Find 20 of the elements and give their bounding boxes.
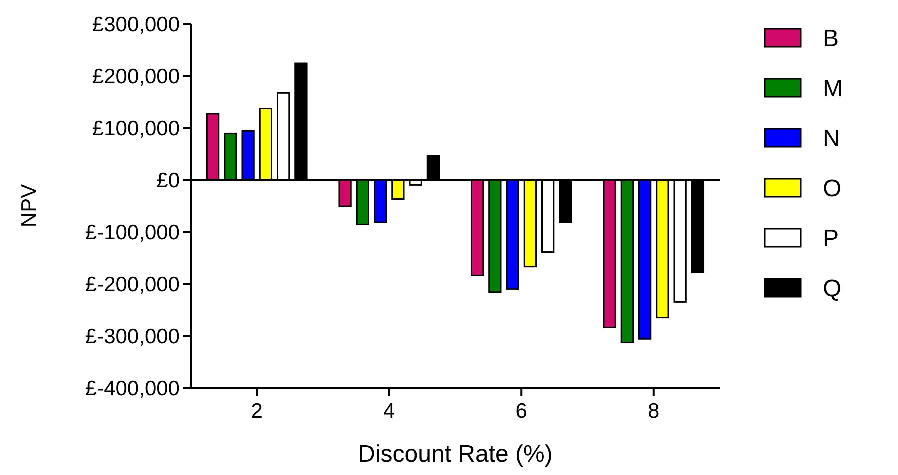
y-tick-label: £-300,000: [85, 325, 180, 348]
y-tick-label: £0: [156, 169, 180, 192]
x-axis-title: Discount Rate (%): [358, 441, 553, 468]
y-tick-label: £300,000: [92, 13, 180, 36]
x-tick-label: 6: [516, 400, 528, 423]
y-axis-title: NPV: [18, 184, 41, 228]
y-tick-label: £-100,000: [85, 221, 180, 244]
legend-label: P: [823, 225, 840, 252]
x-tick-label: 4: [384, 400, 396, 423]
legend-label: O: [823, 175, 842, 202]
x-tick-label: 2: [251, 400, 263, 423]
y-tick-label: £100,000: [92, 117, 180, 140]
legend-label: Q: [823, 275, 842, 302]
legend-label: B: [823, 25, 840, 52]
y-tick-label: £200,000: [92, 65, 180, 88]
legend-label: M: [823, 75, 843, 102]
x-tick-label: 8: [648, 400, 660, 423]
legend-label: N: [823, 125, 840, 152]
y-tick-label: £-400,000: [85, 377, 180, 400]
y-tick-label: £-200,000: [85, 273, 180, 296]
